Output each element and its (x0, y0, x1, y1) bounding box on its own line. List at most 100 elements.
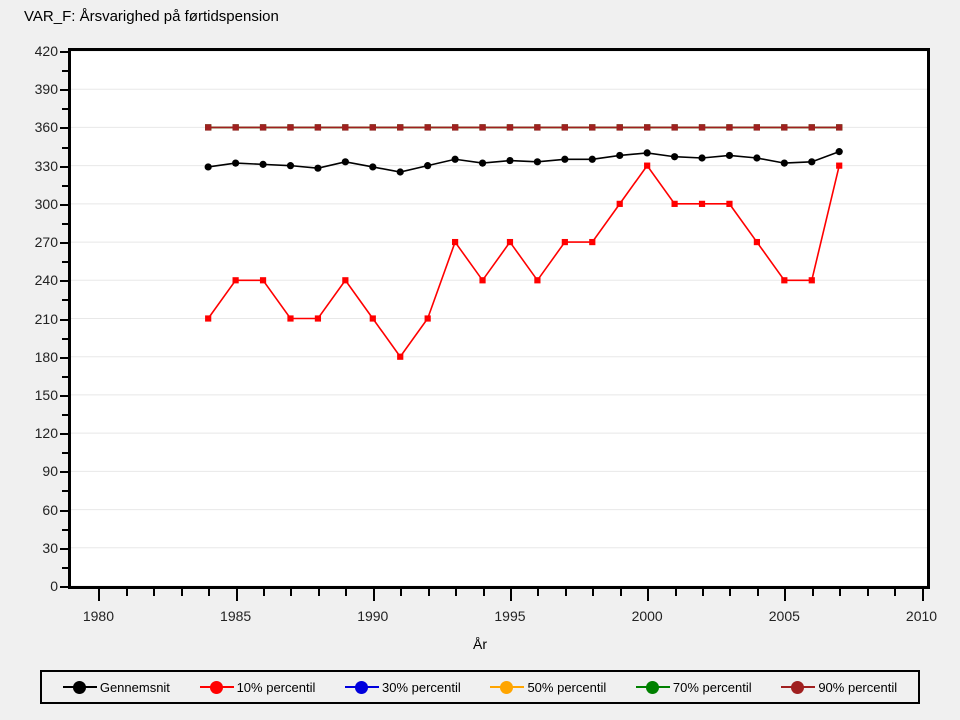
legend-marker-icon (781, 680, 816, 694)
legend-item[interactable]: 90% percentil (781, 680, 897, 695)
y-tick-label: 420 (34, 43, 58, 59)
y-tick-mark-minor (62, 375, 68, 378)
y-tick-mark (60, 318, 68, 321)
y-tick-label: 270 (34, 234, 58, 251)
y-tick-mark-minor (62, 490, 68, 493)
legend-label: Gennemsnit (99, 679, 170, 695)
y-tick-mark-minor (62, 337, 68, 340)
x-tick-label: 1985 (220, 608, 252, 624)
x-tick-label: 1990 (357, 608, 389, 624)
data-point (588, 155, 596, 163)
legend-label: 90% percentil (818, 679, 898, 695)
plot-svg (71, 51, 927, 586)
legend-marker-icon (635, 680, 670, 694)
data-point (259, 124, 267, 131)
y-tick-label: 60 (42, 501, 58, 518)
data-point (698, 124, 706, 131)
data-point (781, 124, 788, 131)
x-tick-mark-minor (866, 589, 869, 596)
y-tick-mark-minor (62, 184, 68, 187)
y-tick-label: 0 (50, 578, 58, 594)
data-point (835, 148, 843, 156)
data-point (808, 277, 815, 284)
data-point (726, 124, 733, 131)
data-point (451, 155, 459, 163)
data-point (561, 238, 568, 246)
x-tick-label: 2000 (631, 608, 663, 624)
y-tick-mark (60, 203, 68, 206)
data-point (534, 277, 541, 284)
data-point (424, 315, 431, 322)
plot-area (68, 48, 930, 589)
x-tick-mark-minor (894, 589, 897, 596)
x-tick-mark-minor (592, 589, 595, 596)
data-point (342, 277, 349, 284)
x-tick-mark-minor (455, 589, 458, 596)
x-tick-mark-minor (674, 589, 677, 596)
y-tick-label: 360 (34, 119, 58, 136)
y-tick-mark-minor (62, 70, 68, 73)
y-tick-mark (60, 51, 68, 53)
y-tick-label: 330 (34, 157, 58, 174)
data-point (314, 124, 322, 131)
legend-item[interactable]: 30% percentil (345, 680, 461, 695)
data-point (452, 238, 459, 246)
data-point (204, 163, 212, 171)
legend-item[interactable]: 50% percentil (490, 680, 606, 695)
data-point (671, 200, 678, 207)
data-point (808, 124, 815, 131)
y-tick-label: 30 (42, 539, 58, 556)
legend-marker-icon (345, 680, 380, 694)
x-tick-mark-minor (345, 589, 348, 596)
y-tick-mark (60, 127, 68, 130)
data-point (314, 315, 322, 322)
y-tick-mark (60, 471, 68, 474)
data-point (232, 277, 239, 284)
legend-label: 10% percentil (236, 679, 316, 695)
y-tick-label: 240 (34, 272, 58, 289)
data-point (698, 154, 706, 162)
chart-legend: Gennemsnit 10% percentil 30% percentil 50% … (40, 670, 920, 704)
data-point (506, 238, 514, 246)
y-tick-label: 390 (34, 81, 58, 98)
data-point (836, 124, 843, 131)
legend-label: 70% percentil (672, 679, 752, 695)
data-point (424, 124, 431, 131)
y-tick-mark-minor (62, 566, 68, 569)
x-axis-title: År (473, 636, 487, 652)
legend-label: 50% percentil (527, 679, 607, 695)
y-axis-ticks: 0 30 60 90 120 150 180 210 240 270 300 330 360 390 420 (0, 0, 58, 720)
data-point (644, 124, 651, 131)
x-tick-mark-minor (427, 589, 430, 596)
x-tick-mark (235, 589, 238, 601)
data-point (314, 164, 322, 172)
data-point (698, 200, 706, 207)
data-point (589, 238, 596, 246)
x-tick-mark (921, 589, 924, 601)
y-tick-label: 180 (34, 348, 58, 365)
x-tick-label: 2005 (768, 608, 800, 624)
legend-item[interactable]: 10% percentil (199, 679, 316, 695)
legend-item[interactable]: Gennemsnit (62, 679, 170, 695)
y-tick-mark (60, 242, 68, 245)
x-tick-mark-minor (153, 589, 156, 596)
x-tick-mark-minor (482, 589, 485, 596)
x-tick-mark-minor (180, 589, 183, 596)
data-point (534, 124, 541, 131)
y-tick-mark (60, 89, 68, 92)
data-point (479, 277, 486, 284)
data-point (396, 168, 404, 176)
y-tick-mark-minor (62, 452, 68, 455)
legend-item[interactable]: 70% percentil (635, 679, 752, 695)
y-tick-label: 90 (42, 463, 58, 480)
data-point (232, 124, 239, 131)
data-point (616, 200, 623, 207)
legend-marker-icon (490, 680, 525, 694)
y-tick-mark (60, 165, 68, 168)
data-point (205, 315, 212, 322)
x-tick-mark-minor (125, 589, 128, 596)
data-point (286, 162, 295, 170)
data-point (369, 163, 377, 171)
y-tick-mark (60, 433, 68, 436)
